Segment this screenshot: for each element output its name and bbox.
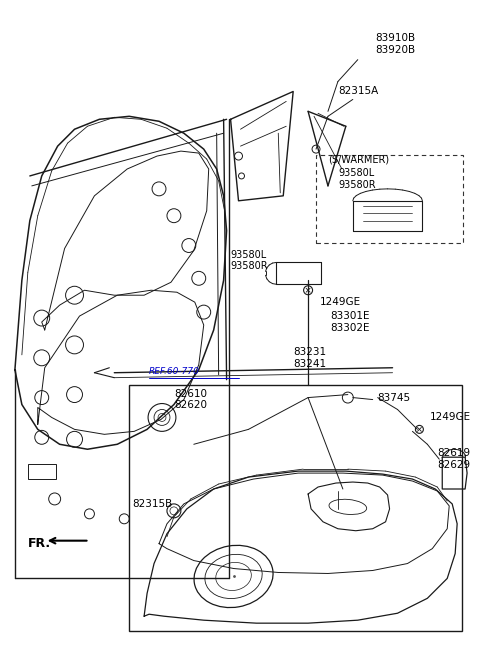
Text: 82619
82629: 82619 82629 — [437, 449, 470, 470]
Text: 82315A: 82315A — [338, 87, 378, 96]
Text: 83745: 83745 — [378, 392, 411, 403]
Text: 82610
82620: 82610 82620 — [174, 389, 207, 411]
Bar — [129, 384, 462, 631]
Text: 83910B
83920B: 83910B 83920B — [376, 33, 416, 54]
Text: (S/WARMER): (S/WARMER) — [328, 154, 389, 164]
Text: FR.: FR. — [28, 537, 51, 550]
Text: REF.60-770: REF.60-770 — [149, 367, 200, 377]
Text: 1249GE: 1249GE — [429, 413, 470, 422]
Text: 82315B: 82315B — [132, 499, 172, 509]
Bar — [316, 155, 463, 243]
Text: 83231
83241: 83231 83241 — [293, 347, 326, 369]
Text: 83301E
83302E: 83301E 83302E — [330, 311, 370, 333]
Text: 93580L
93580R: 93580L 93580R — [338, 168, 375, 190]
Text: 1249GE: 1249GE — [320, 297, 361, 307]
Text: 93580L
93580R: 93580L 93580R — [230, 250, 268, 271]
Bar — [28, 464, 56, 479]
